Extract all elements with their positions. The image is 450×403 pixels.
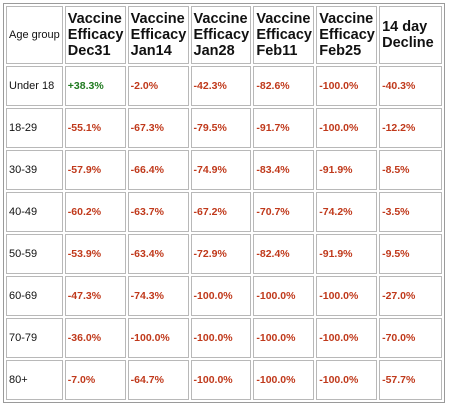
value-cell: -72.9% bbox=[190, 234, 252, 274]
value-cell: -74.3% bbox=[127, 276, 189, 316]
table-row: 40-49 -60.2% -63.7% -67.2% -70.7% -74.2%… bbox=[6, 192, 442, 232]
column-header: Vaccine Efficacy Dec31 bbox=[64, 6, 126, 64]
value-cell: -100.0% bbox=[316, 276, 378, 316]
table-row: 30-39 -57.9% -66.4% -74.9% -83.4% -91.9%… bbox=[6, 150, 442, 190]
age-group-cell: 70-79 bbox=[6, 318, 63, 358]
value-cell: -63.4% bbox=[127, 234, 189, 274]
column-header-line: Efficacy bbox=[256, 27, 312, 43]
age-group-header: Age group bbox=[6, 6, 63, 64]
value-cell: -100.0% bbox=[316, 360, 378, 400]
value-cell: -91.9% bbox=[316, 234, 378, 274]
column-header-line: Vaccine bbox=[193, 11, 248, 27]
value-cell: -36.0% bbox=[64, 318, 126, 358]
column-header: Vaccine Efficacy Jan28 bbox=[190, 6, 252, 64]
value-cell: -100.0% bbox=[316, 318, 378, 358]
column-header-line: Efficacy bbox=[193, 27, 250, 43]
vaccine-efficacy-table: Age group Vaccine Efficacy Dec31 Vaccine… bbox=[3, 3, 445, 403]
column-header-line: Vaccine bbox=[256, 11, 311, 27]
column-header-line: Efficacy bbox=[319, 27, 375, 43]
column-header-line: Jan14 bbox=[130, 43, 172, 59]
value-cell: -67.2% bbox=[190, 192, 252, 232]
column-header-line: Feb25 bbox=[319, 43, 362, 59]
age-group-cell: Under 18 bbox=[6, 66, 63, 106]
column-header-line: Vaccine bbox=[67, 11, 122, 27]
table-row: Under 18 +38.3% -2.0% -42.3% -82.6% -100… bbox=[6, 66, 442, 106]
value-cell: -91.9% bbox=[316, 150, 378, 190]
decline-cell: -70.0% bbox=[379, 318, 442, 358]
column-header-line: Jan28 bbox=[193, 43, 235, 59]
value-cell: -100.0% bbox=[190, 318, 252, 358]
column-header-line: Efficacy bbox=[130, 27, 187, 43]
decline-cell: -40.3% bbox=[379, 66, 442, 106]
age-group-cell: 18-29 bbox=[6, 108, 63, 148]
value-cell: +38.3% bbox=[64, 66, 126, 106]
value-cell: -100.0% bbox=[253, 318, 315, 358]
column-header-line: Dec31 bbox=[67, 43, 111, 59]
header-row: Age group Vaccine Efficacy Dec31 Vaccine… bbox=[6, 6, 442, 64]
table-row: 70-79 -36.0% -100.0% -100.0% -100.0% -10… bbox=[6, 318, 442, 358]
value-cell: -47.3% bbox=[64, 276, 126, 316]
age-group-cell: 30-39 bbox=[6, 150, 63, 190]
value-cell: -55.1% bbox=[64, 108, 126, 148]
value-cell: -83.4% bbox=[253, 150, 315, 190]
value-cell: -74.2% bbox=[316, 192, 378, 232]
value-cell: -42.3% bbox=[190, 66, 252, 106]
value-cell: -66.4% bbox=[127, 150, 189, 190]
age-group-cell: 40-49 bbox=[6, 192, 63, 232]
value-cell: -100.0% bbox=[316, 108, 378, 148]
column-header-line: Decline bbox=[382, 35, 434, 51]
age-group-cell: 80+ bbox=[6, 360, 63, 400]
age-group-cell: 60-69 bbox=[6, 276, 63, 316]
column-header: Vaccine Efficacy Feb11 bbox=[253, 6, 315, 64]
value-cell: -67.3% bbox=[127, 108, 189, 148]
value-cell: -64.7% bbox=[127, 360, 189, 400]
value-cell: -82.6% bbox=[253, 66, 315, 106]
decline-cell: -3.5% bbox=[379, 192, 442, 232]
column-header-line: Vaccine bbox=[319, 11, 374, 27]
column-header: Vaccine Efficacy Jan14 bbox=[127, 6, 189, 64]
value-cell: -53.9% bbox=[64, 234, 126, 274]
decline-cell: -8.5% bbox=[379, 150, 442, 190]
value-cell: -91.7% bbox=[253, 108, 315, 148]
decline-cell: -27.0% bbox=[379, 276, 442, 316]
column-header: Vaccine Efficacy Feb25 bbox=[316, 6, 378, 64]
column-header-line: 14 day bbox=[382, 19, 428, 35]
value-cell: -100.0% bbox=[316, 66, 378, 106]
value-cell: -79.5% bbox=[190, 108, 252, 148]
decline-cell: -9.5% bbox=[379, 234, 442, 274]
value-cell: -100.0% bbox=[253, 360, 315, 400]
value-cell: -2.0% bbox=[127, 66, 189, 106]
decline-cell: -12.2% bbox=[379, 108, 442, 148]
value-cell: -60.2% bbox=[64, 192, 126, 232]
value-cell: -57.9% bbox=[64, 150, 126, 190]
value-cell: -74.9% bbox=[190, 150, 252, 190]
value-cell: -100.0% bbox=[253, 276, 315, 316]
table-row: 50-59 -53.9% -63.4% -72.9% -82.4% -91.9%… bbox=[6, 234, 442, 274]
value-cell: -100.0% bbox=[190, 276, 252, 316]
column-header-line: Efficacy bbox=[67, 27, 124, 43]
value-cell: -100.0% bbox=[190, 360, 252, 400]
value-cell: -7.0% bbox=[64, 360, 126, 400]
column-header-line: Vaccine bbox=[130, 11, 185, 27]
value-cell: -82.4% bbox=[253, 234, 315, 274]
column-header-line: Feb11 bbox=[256, 43, 298, 59]
table-row: 60-69 -47.3% -74.3% -100.0% -100.0% -100… bbox=[6, 276, 442, 316]
table-body: Under 18 +38.3% -2.0% -42.3% -82.6% -100… bbox=[6, 66, 442, 400]
value-cell: -100.0% bbox=[127, 318, 189, 358]
value-cell: -70.7% bbox=[253, 192, 315, 232]
value-cell: -63.7% bbox=[127, 192, 189, 232]
decline-cell: -57.7% bbox=[379, 360, 442, 400]
table-row: 80+ -7.0% -64.7% -100.0% -100.0% -100.0%… bbox=[6, 360, 442, 400]
age-group-cell: 50-59 bbox=[6, 234, 63, 274]
table-row: 18-29 -55.1% -67.3% -79.5% -91.7% -100.0… bbox=[6, 108, 442, 148]
decline-column-header: 14 day Decline bbox=[379, 6, 442, 64]
